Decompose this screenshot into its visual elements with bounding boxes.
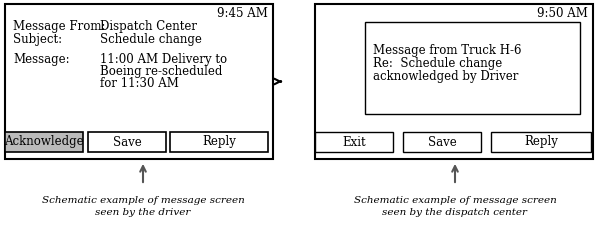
Bar [315, 4, 593, 159]
Bar [88, 132, 166, 152]
Text: Message From:: Message From: [13, 20, 106, 33]
Text: Boeing re-scheduled: Boeing re-scheduled [100, 65, 223, 78]
Text: seen by the dispatch center: seen by the dispatch center [383, 208, 527, 217]
Text: Exit: Exit [342, 135, 366, 148]
Bar [5, 132, 83, 152]
Text: Acknowledge: Acknowledge [4, 135, 84, 148]
Text: Reply: Reply [524, 135, 558, 148]
Text: 11:00 AM Delivery to: 11:00 AM Delivery to [100, 53, 227, 66]
Text: Schedule change: Schedule change [100, 33, 202, 46]
Text: Subject:: Subject: [13, 33, 62, 46]
Text: Dispatch Center: Dispatch Center [100, 20, 197, 33]
Text: Message from Truck H-6: Message from Truck H-6 [373, 44, 521, 57]
Bar [5, 4, 273, 159]
Text: Reply: Reply [202, 135, 236, 148]
Bar [315, 132, 393, 152]
Bar [491, 132, 591, 152]
Text: Save: Save [428, 135, 457, 148]
Text: for 11:30 AM: for 11:30 AM [100, 77, 179, 90]
Text: 9:45 AM: 9:45 AM [217, 7, 268, 20]
Text: Schematic example of message screen: Schematic example of message screen [41, 196, 244, 205]
Text: acknowledged by Driver: acknowledged by Driver [373, 70, 518, 83]
Text: 9:50 AM: 9:50 AM [537, 7, 588, 20]
Bar [403, 132, 481, 152]
Text: Message:: Message: [13, 53, 70, 66]
Bar [170, 132, 268, 152]
Text: Save: Save [113, 135, 142, 148]
Text: seen by the driver: seen by the driver [95, 208, 191, 217]
Text: Schematic example of message screen: Schematic example of message screen [353, 196, 556, 205]
Text: Re:  Schedule change: Re: Schedule change [373, 57, 502, 70]
Bar [365, 22, 580, 114]
